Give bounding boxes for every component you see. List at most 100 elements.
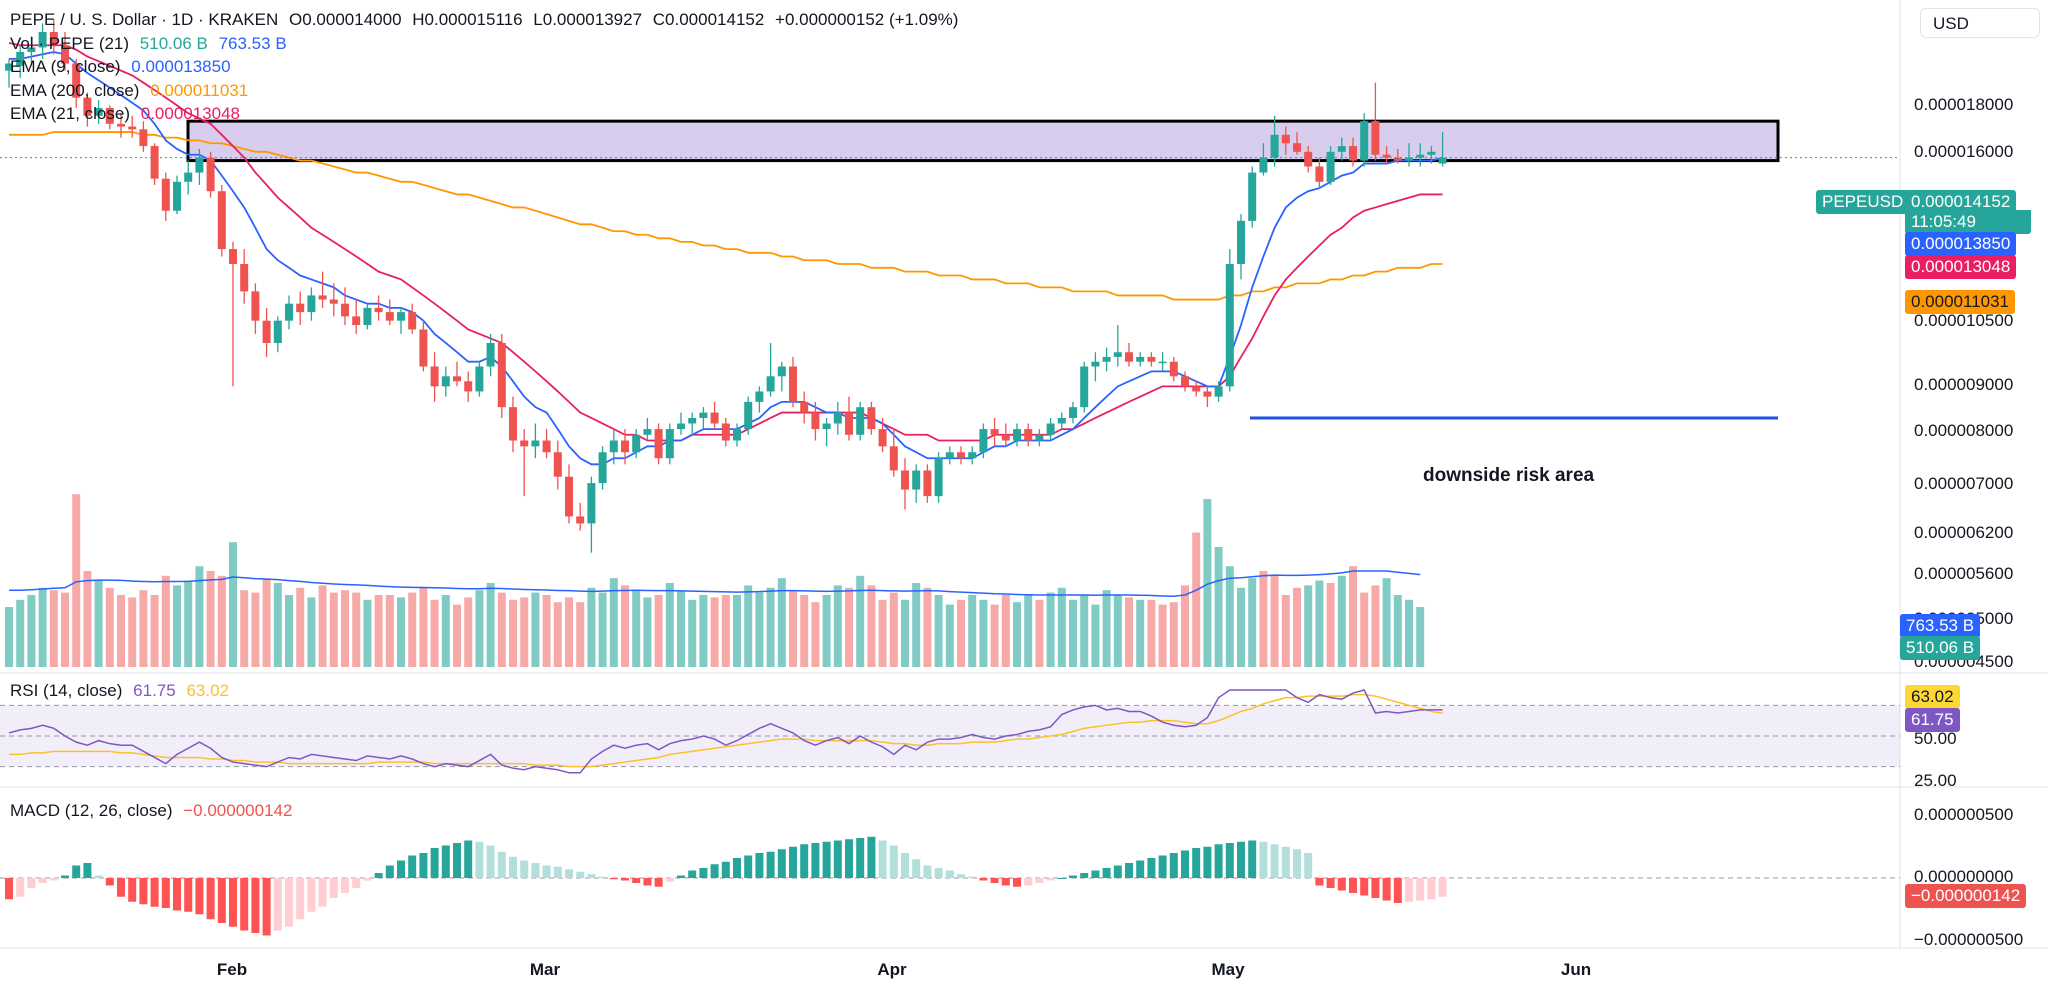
- rsi-tick: 50.00: [1914, 729, 1957, 748]
- candle-body: [1382, 154, 1391, 158]
- candle-body: [1046, 423, 1055, 435]
- volume-bar: [587, 587, 596, 667]
- macd-tick: 0.000000500: [1914, 805, 2014, 824]
- candle-body: [1080, 366, 1089, 408]
- macd-histogram-bar: [329, 878, 338, 898]
- macd-histogram-bar: [553, 866, 562, 878]
- candle-body: [979, 429, 988, 453]
- macd-histogram-bar: [710, 864, 719, 878]
- macd-histogram-bar: [1091, 870, 1100, 878]
- volume-bar: [979, 599, 988, 667]
- volume-bar: [1326, 583, 1335, 667]
- volume-bar: [285, 595, 293, 667]
- macd-histogram-bar: [1080, 873, 1089, 878]
- ema21-legend[interactable]: EMA (21, close) 0.000013048: [10, 102, 246, 125]
- volume-bar: [1192, 532, 1201, 667]
- macd-histogram-bar: [453, 843, 461, 878]
- candle-body: [845, 412, 853, 435]
- candle-body: [453, 376, 461, 382]
- volume-bar: [598, 592, 607, 667]
- macd-histogram-bar: [486, 845, 495, 878]
- volume-bar: [1035, 599, 1044, 667]
- candle-body: [1393, 157, 1402, 161]
- volume-bar: [755, 592, 764, 667]
- volume-legend[interactable]: Vol · PEPE (21) 510.06 B 763.53 B: [10, 32, 293, 55]
- candle-body: [755, 391, 764, 402]
- symbol-title[interactable]: PEPE / U. S. Dollar · 1D · KRAKEN: [10, 10, 279, 29]
- volume-bar: [1102, 590, 1111, 667]
- x-tick-mar: Mar: [529, 960, 561, 979]
- macd-histogram-bar: [419, 853, 428, 878]
- volume-bar: [72, 494, 81, 667]
- rsi-legend-value: 61.75: [133, 681, 176, 700]
- volume-legend-label: Vol · PEPE (21): [10, 34, 130, 53]
- volume-bar: [990, 604, 999, 667]
- volume-bar: [721, 595, 730, 667]
- macd-histogram-bar: [397, 860, 405, 878]
- macd-histogram-bar: [1225, 843, 1234, 878]
- macd-histogram-bar: [833, 840, 842, 878]
- volume-bar: [1147, 599, 1156, 667]
- volume-bar: [565, 597, 573, 667]
- macd-histogram-bar: [1024, 878, 1033, 886]
- volume-bar: [341, 590, 349, 667]
- x-tick-feb: Feb: [216, 960, 248, 979]
- price-tick: 0.000010500: [1914, 311, 2014, 330]
- macd-histogram-bar: [789, 846, 797, 878]
- macd-histogram-bar: [464, 840, 473, 878]
- price-tick: 0.000018000: [1914, 95, 2014, 114]
- macd-histogram-bar: [105, 878, 114, 886]
- volume-bar: [688, 599, 697, 667]
- macd-histogram-bar: [1315, 878, 1324, 886]
- ema200-tag: 0.000011031: [1905, 290, 2016, 314]
- volume-bar: [822, 595, 831, 667]
- candle-body: [923, 470, 932, 497]
- candle-body: [117, 123, 125, 127]
- volume-bar: [1203, 499, 1212, 667]
- volume-bar: [1360, 592, 1369, 667]
- macd-histogram-bar: [587, 874, 596, 878]
- price-tick: 0.000009000: [1914, 375, 2014, 394]
- candle-body: [430, 366, 439, 387]
- candle-body: [1035, 434, 1044, 441]
- currency-button[interactable]: USD: [1920, 8, 2040, 38]
- volume-bar: [273, 583, 282, 667]
- macd-histogram-bar: [173, 878, 181, 911]
- rsi-ma-legend-value: 63.02: [186, 681, 229, 700]
- macd-histogram-bar: [766, 851, 775, 878]
- candle-body: [105, 107, 114, 124]
- volume-bar: [229, 542, 237, 667]
- macd-histogram-bar: [273, 878, 282, 931]
- volume-bar: [150, 595, 159, 667]
- macd-histogram-bar: [1169, 853, 1178, 878]
- macd-histogram-bar: [1192, 848, 1201, 878]
- macd-histogram-bar: [1349, 878, 1357, 893]
- macd-histogram-bar: [206, 878, 215, 920]
- macd-histogram-bar: [643, 878, 652, 886]
- ema9-legend[interactable]: EMA (9, close) 0.000013850: [10, 55, 237, 78]
- volume-bar: [397, 597, 405, 667]
- candle-body: [945, 452, 954, 459]
- macd-histogram-bar: [61, 875, 69, 878]
- ema200-legend[interactable]: EMA (200, close) 0.000011031: [10, 79, 254, 102]
- candle-body: [643, 429, 652, 435]
- rsi-legend[interactable]: RSI (14, close) 61.75 63.02: [10, 679, 235, 702]
- volume-bar: [184, 580, 193, 667]
- candle-body: [329, 299, 338, 304]
- volume-bar: [486, 583, 495, 667]
- macd-histogram-bar: [867, 836, 876, 878]
- volume-bar: [789, 590, 797, 667]
- macd-legend[interactable]: MACD (12, 26, close) −0.000000142: [10, 799, 298, 822]
- candle-body: [565, 476, 573, 517]
- candle-body: [1427, 151, 1436, 155]
- candle-body: [16, 51, 25, 66]
- x-tick-jun: Jun: [1560, 960, 1592, 979]
- volume-bar: [811, 602, 820, 667]
- candle-body: [341, 303, 349, 317]
- ema21-legend-label: EMA (21, close): [10, 104, 130, 123]
- volume-bar: [419, 587, 428, 667]
- candle-body: [1371, 121, 1380, 155]
- rsi-ma-line: [9, 693, 1443, 768]
- volume-bar: [889, 592, 898, 667]
- volume-bar: [878, 599, 887, 667]
